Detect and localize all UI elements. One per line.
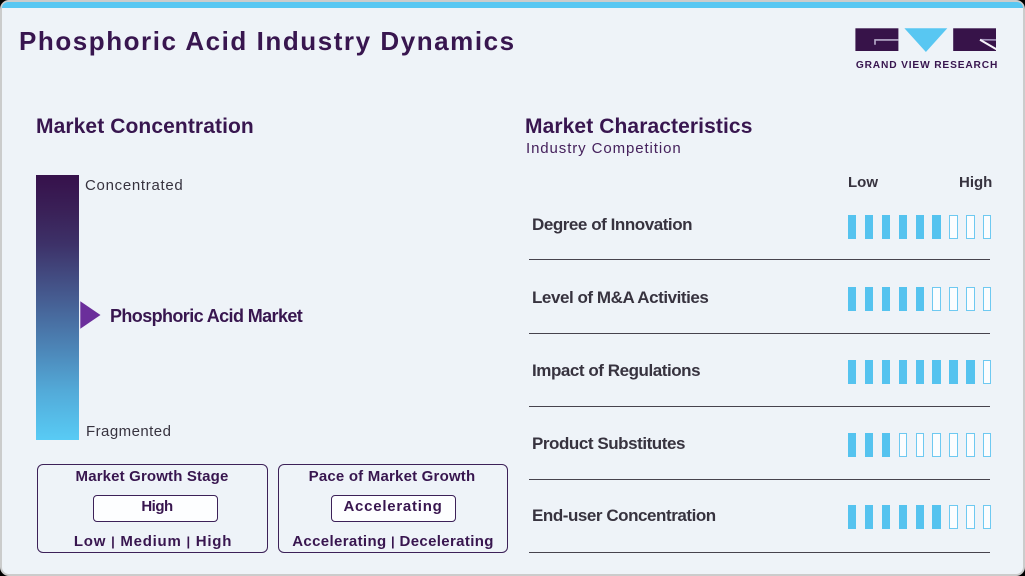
svg-text:GRAND VIEW RESEARCH: GRAND VIEW RESEARCH [856,60,998,71]
